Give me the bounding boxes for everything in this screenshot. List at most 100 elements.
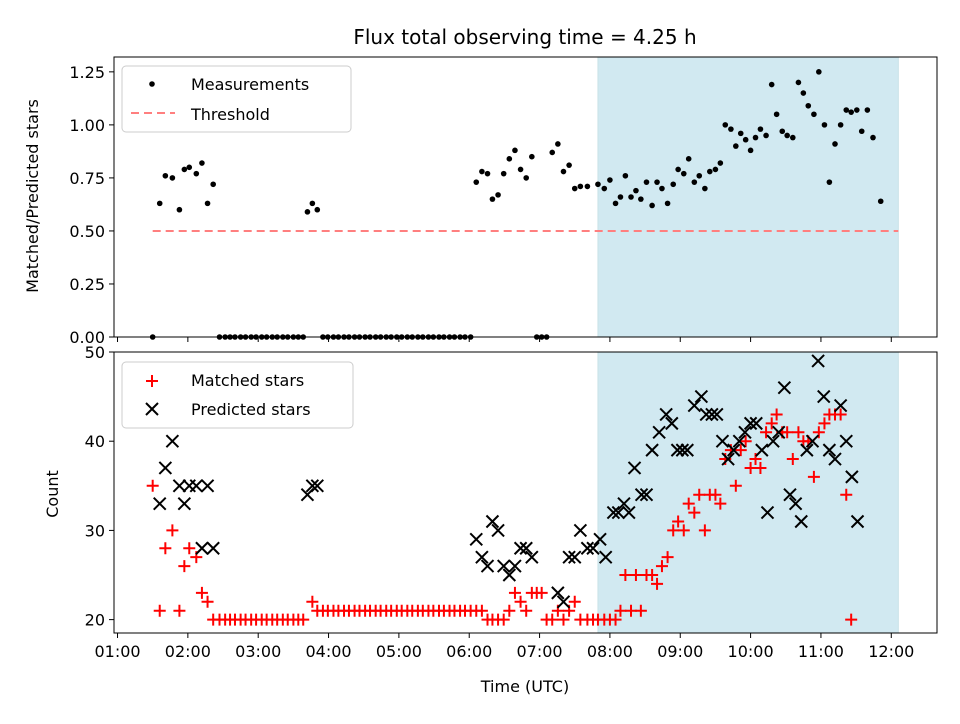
- measurement-point: [737, 130, 744, 137]
- predicted-star-point: [743, 416, 758, 431]
- predicted-star-point: [580, 541, 595, 555]
- legend-threshold-label: Threshold: [190, 105, 270, 124]
- predicted-star-point: [568, 550, 582, 564]
- predicted-star-point: [611, 505, 626, 520]
- predicted-star-point: [519, 541, 533, 555]
- measurement-point: [706, 168, 713, 175]
- matched-star-point: [729, 479, 742, 492]
- bottom-legend-box: [121, 361, 354, 429]
- measurement-point: [717, 160, 724, 166]
- matched-star-point: [760, 426, 773, 439]
- measurement-point: [495, 192, 501, 198]
- measurement-point: [757, 126, 764, 132]
- matched-star-point: [297, 613, 310, 626]
- measurement-point: [779, 128, 786, 135]
- y-tick-label: 20: [85, 611, 105, 630]
- y-tick-label: 50: [85, 343, 105, 362]
- matched-star-point: [739, 435, 752, 448]
- measurement-point: [517, 166, 524, 173]
- top-panel: 0.00 0.25 0.50 0.75 1.00 1.25 Matched/Predict…: [23, 56, 938, 347]
- measurement-point: [670, 181, 677, 188]
- matched-star-point: [306, 595, 319, 608]
- matched-star-point: [786, 453, 799, 466]
- predicted-star-point: [727, 443, 741, 457]
- predicted-star-point: [206, 541, 220, 555]
- measurement-point: [489, 196, 496, 202]
- x-tick-label: 12:00: [868, 642, 914, 661]
- predicted-star-point: [777, 380, 792, 395]
- bottom-legend: Matched stars Predicted stars: [121, 361, 354, 429]
- matched-star-point: [807, 470, 820, 483]
- measurement-point: [747, 147, 754, 154]
- predicted-star-point: [305, 479, 320, 493]
- measurement-point: [654, 179, 660, 185]
- legend-matched-marker: [146, 375, 158, 387]
- predicted-star-point: [755, 443, 769, 457]
- predicted-star-point: [675, 443, 690, 457]
- measurement-point: [864, 107, 871, 113]
- predicted-star-point: [783, 488, 797, 502]
- x-tick-label: 08:00: [587, 642, 633, 661]
- legend-predicted-label: Predicted stars: [191, 400, 311, 419]
- predicted-star-point: [670, 443, 685, 457]
- measurement-point: [479, 168, 485, 175]
- y-tick-label: 40: [85, 432, 105, 451]
- legend-matched-label: Matched stars: [191, 371, 304, 390]
- matched-star-point: [173, 604, 186, 617]
- measurement-point: [643, 179, 650, 185]
- predicted-star-point: [850, 514, 865, 529]
- predicted-star-point: [738, 425, 752, 439]
- top-highlight-span: [597, 56, 899, 338]
- predicted-star-point: [805, 434, 820, 448]
- measurement-point: [638, 196, 644, 202]
- matched-star-point: [546, 613, 559, 626]
- matched-star-point: [146, 479, 159, 492]
- predicted-star-point: [710, 407, 724, 422]
- measurement-point: [858, 128, 865, 135]
- x-tick-label: 07:00: [517, 642, 563, 661]
- x-tick-label: 10:00: [728, 642, 774, 661]
- predicted-star-point: [680, 443, 694, 457]
- predicted-star-point: [177, 496, 192, 511]
- predicted-star-point: [639, 488, 654, 502]
- predicted-star-point: [593, 532, 607, 547]
- matched-star-point: [709, 488, 722, 501]
- measurement-point: [512, 147, 518, 154]
- x-tick-label: 04:00: [305, 642, 351, 661]
- matched-star-point: [508, 586, 521, 599]
- predicted-star-point: [627, 461, 642, 475]
- measurement-point: [566, 162, 572, 168]
- matched-star-point: [614, 604, 627, 617]
- measurement-point: [186, 164, 193, 171]
- measurement-point: [712, 166, 719, 173]
- measurement-point: [800, 90, 807, 96]
- matched-stars-series: [146, 408, 858, 626]
- matched-star-point: [201, 595, 214, 608]
- predicted-star-point: [845, 470, 859, 484]
- measurement-point: [549, 149, 556, 156]
- matched-star-point: [475, 604, 488, 617]
- matched-star-point: [677, 524, 690, 537]
- matched-star-point: [688, 506, 701, 519]
- predicted-star-point: [606, 505, 621, 520]
- predicted-star-point: [732, 434, 747, 448]
- y-tick-label: 0.75: [69, 169, 105, 188]
- measurement-point: [854, 107, 860, 113]
- matched-star-point: [609, 613, 622, 626]
- predicted-star-point: [749, 416, 763, 431]
- y-tick-label: 1.25: [69, 63, 105, 82]
- measurement-point: [805, 102, 812, 109]
- measurement-point: [555, 141, 561, 147]
- top-axis-ticks: 0.00 0.25 0.50 0.75 1.00 1.25: [69, 63, 892, 347]
- matched-star-point: [619, 569, 632, 582]
- measurement-point: [193, 170, 200, 177]
- matched-star-point: [781, 426, 794, 439]
- top-legend-box: [121, 65, 352, 133]
- matched-star-point: [520, 604, 533, 617]
- predicted-star-point: [645, 443, 659, 457]
- predicted-star-point: [839, 434, 853, 448]
- bottom-y-axis-label: Count: [43, 470, 62, 518]
- measurement-point: [843, 107, 850, 113]
- matched-star-point: [818, 417, 831, 430]
